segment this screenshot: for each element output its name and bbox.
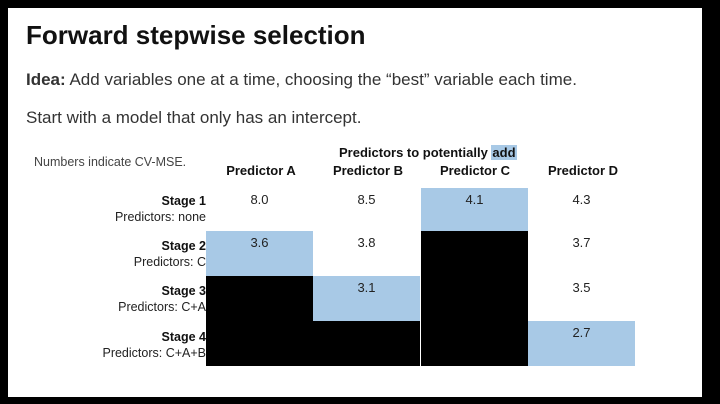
idea-text: Add variables one at a time, choosing th… [65,70,577,89]
slide: Forward stepwise selection Idea: Add var… [8,8,702,397]
cell-stage4-d: 2.7 [528,321,635,366]
cell-stage1-d: 4.3 [572,192,591,207]
cell-stage2-d: 3.7 [572,235,591,250]
cell-stage3-d: 3.5 [572,280,591,295]
column-header-d: Predictor D [547,163,619,178]
stage-name: Stage 2 [161,239,206,253]
cell-stage3-b: 3.1 [313,276,420,321]
stage-name: Stage 3 [161,284,206,298]
stage-predictors: Predictors: none [114,210,206,224]
cell-stage2-c [421,231,528,276]
start-line: Start with a model that only has an inte… [26,108,362,127]
column-group-highlight: add [491,145,517,160]
row-label-stage-3: Stage 3 Predictors: C+A [118,283,206,315]
cell-stage1-b: 8.5 [357,192,376,207]
cell-stage4-b [313,321,420,366]
cell-stage1-a: 8.0 [250,192,269,207]
cell-stage4-a [206,321,313,366]
cell-stage4-c [421,321,528,366]
cell-stage2-b: 3.8 [357,235,376,250]
stage-predictors: Predictors: C+A+B [102,346,206,360]
row-label-stage-2: Stage 2 Predictors: C [134,238,206,270]
slide-title: Forward stepwise selection [26,20,366,50]
stage-name: Stage 1 [161,194,206,208]
column-header-a: Predictor A [226,163,296,178]
column-header-b: Predictor B [332,163,404,178]
cell-stage2-a: 3.6 [206,231,313,276]
cell-stage3-c [421,276,528,321]
column-group-text: Predictors to potentially [339,145,492,160]
stage-predictors: Predictors: C [133,255,206,269]
idea-label: Idea: [26,70,66,89]
cell-stage3-a [206,276,313,321]
row-label-stage-1: Stage 1 Predictors: none [115,193,206,225]
cv-mse-note: Numbers indicate CV-MSE. [34,155,187,169]
idea-line: Idea: Add variables one at a time, choos… [26,70,577,90]
column-header-c: Predictor C [439,163,511,178]
stage-predictors: Predictors: C+A [118,300,206,314]
column-group-header: Predictors to potentially add [339,145,517,160]
stage-name: Stage 4 [161,330,206,344]
row-label-stage-4: Stage 4 Predictors: C+A+B [102,329,206,361]
cell-stage1-c: 4.1 [421,188,528,233]
